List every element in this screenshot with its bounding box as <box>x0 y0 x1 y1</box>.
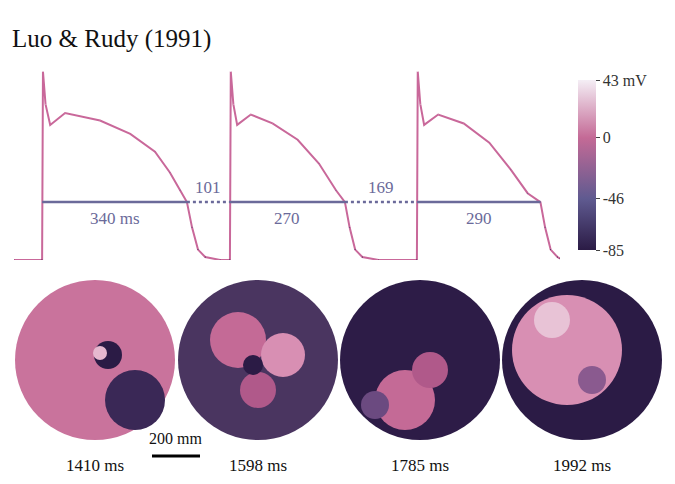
svg-text:-85: -85 <box>603 242 624 259</box>
svg-text:340 ms: 340 ms <box>90 209 140 228</box>
svg-text:1598 ms: 1598 ms <box>229 456 287 475</box>
svg-text:169: 169 <box>368 178 394 197</box>
svg-text:101: 101 <box>195 178 221 197</box>
svg-text:200 mm: 200 mm <box>149 430 202 447</box>
svg-text:290: 290 <box>466 209 492 228</box>
svg-text:Luo & Rudy (1991): Luo & Rudy (1991) <box>12 25 211 53</box>
svg-text:43 mV: 43 mV <box>603 72 647 89</box>
svg-text:1992 ms: 1992 ms <box>553 456 611 475</box>
svg-text:270: 270 <box>274 209 300 228</box>
svg-text:0: 0 <box>603 129 611 146</box>
svg-text:-46: -46 <box>603 190 624 207</box>
svg-text:1785 ms: 1785 ms <box>391 456 449 475</box>
svg-text:1410 ms: 1410 ms <box>66 456 124 475</box>
